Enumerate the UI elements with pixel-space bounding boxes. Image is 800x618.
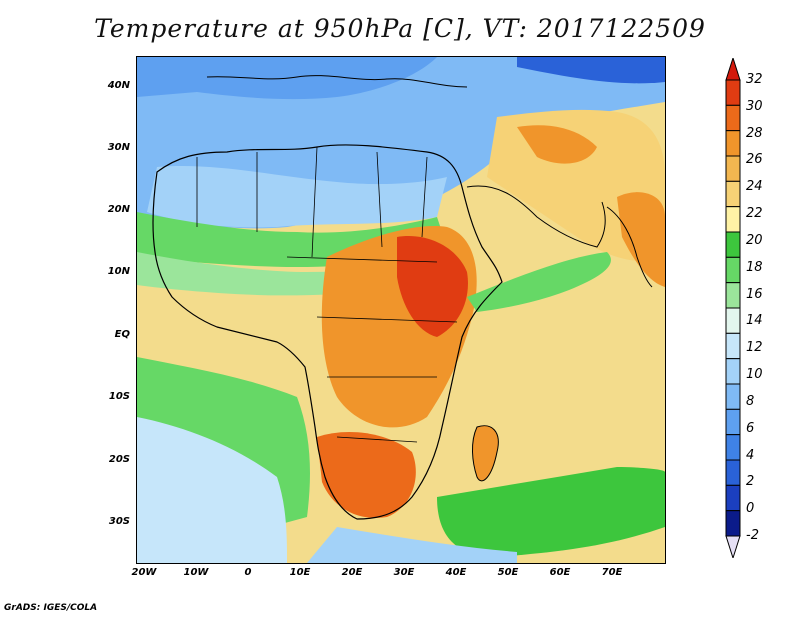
lon-label-40e: 40E — [445, 567, 467, 578]
lon-label-50e: 50E — [497, 567, 519, 578]
lat-label-30s: 30S — [108, 516, 130, 527]
colorbar-box — [725, 332, 741, 360]
lon-label-30e: 30E — [393, 567, 415, 578]
colorbar-tick-label: 14 — [746, 313, 763, 329]
colorbar-tick-label: 18 — [746, 259, 763, 275]
colorbar-box — [725, 256, 741, 284]
colorbar-tick-label: 24 — [746, 179, 763, 195]
colorbar-box — [725, 180, 741, 208]
colorbar-tick-label: 4 — [746, 447, 755, 463]
temperature-field — [137, 57, 665, 563]
colorbar-box — [725, 79, 741, 106]
colorbar-box — [725, 484, 741, 512]
colorbar-tick-label: 26 — [746, 152, 763, 168]
lat-label-eq: EQ — [114, 329, 130, 340]
map-panel — [136, 56, 666, 564]
colorbar-box — [725, 104, 741, 132]
lat-label-40n: 40N — [107, 80, 130, 91]
colorbar-box — [725, 231, 741, 258]
colorbar-tick-label: 20 — [746, 232, 763, 248]
colorbar-under-triangle — [725, 535, 741, 558]
lon-label-20e: 20E — [341, 567, 363, 578]
chart-title: Temperature at 950hPa [C], VT: 201712250… — [94, 14, 706, 43]
colorbar-box — [725, 408, 741, 436]
colorbar-tick-label: 12 — [746, 340, 763, 356]
colorbar-box — [725, 434, 741, 461]
colorbar-tick-label: 6 — [746, 420, 755, 436]
colorbar — [725, 58, 741, 558]
colorbar-tick-label: 0 — [746, 501, 755, 517]
lat-label-30n: 30N — [107, 142, 130, 153]
colorbar-tick-label: 2 — [746, 474, 755, 490]
colorbar-tick-label: 8 — [746, 393, 755, 409]
colorbar-box — [725, 307, 741, 334]
colorbar-box — [725, 459, 741, 486]
lon-label-10e: 10E — [289, 567, 311, 578]
colorbar-tick-label: 10 — [746, 367, 763, 383]
lat-label-20n: 20N — [107, 204, 130, 215]
colorbar-over-triangle — [725, 58, 741, 81]
colorbar-tick-label: 16 — [746, 286, 763, 302]
colorbar-tick-label: 30 — [746, 98, 763, 114]
colorbar-box — [725, 383, 741, 410]
colorbar-box — [725, 510, 741, 537]
lat-label-10s: 10S — [108, 391, 130, 402]
lon-label-60e: 60E — [549, 567, 571, 578]
lon-label-10w: 10W — [183, 567, 209, 578]
colorbar-box — [725, 130, 741, 157]
lon-label-0: 0 — [244, 567, 252, 578]
lat-label-10n: 10N — [107, 266, 130, 277]
colorbar-tick-label: 22 — [746, 206, 763, 222]
footer-credit: GrADS: IGES/COLA — [4, 603, 98, 613]
colorbar-box — [725, 155, 741, 182]
colorbar-tick-label: -2 — [746, 528, 759, 543]
colorbar-tick-label: 28 — [746, 125, 763, 141]
colorbar-box — [725, 206, 741, 233]
lat-label-20s: 20S — [108, 454, 130, 465]
lon-label-70e: 70E — [601, 567, 623, 578]
colorbar-box — [725, 358, 741, 385]
colorbar-tick-label: 32 — [746, 72, 763, 87]
colorbar-box — [725, 282, 741, 309]
lon-label-20w: 20W — [131, 567, 157, 578]
